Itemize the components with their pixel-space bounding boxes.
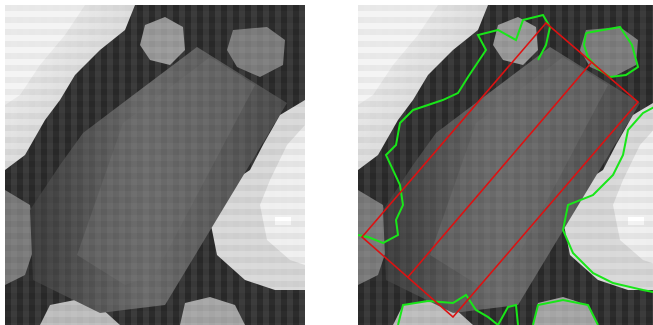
original-image — [5, 5, 305, 325]
original-image-panel — [5, 5, 305, 325]
segment-outline-bottom-mid — [497, 303, 519, 325]
segment-outline-bottom-right — [532, 298, 599, 325]
segment-outline-right — [561, 106, 653, 294]
bounding-box-outer — [360, 21, 640, 319]
bounding-box-axis — [407, 62, 592, 278]
segmented-image — [358, 5, 653, 325]
segment-outline-bottom-left — [397, 293, 499, 325]
segment-outline-top-right — [582, 25, 640, 79]
segment-outlines — [358, 13, 653, 325]
segmented-image-panel — [358, 5, 653, 325]
segment-outline-left — [358, 13, 552, 245]
bounding-box — [360, 21, 640, 319]
